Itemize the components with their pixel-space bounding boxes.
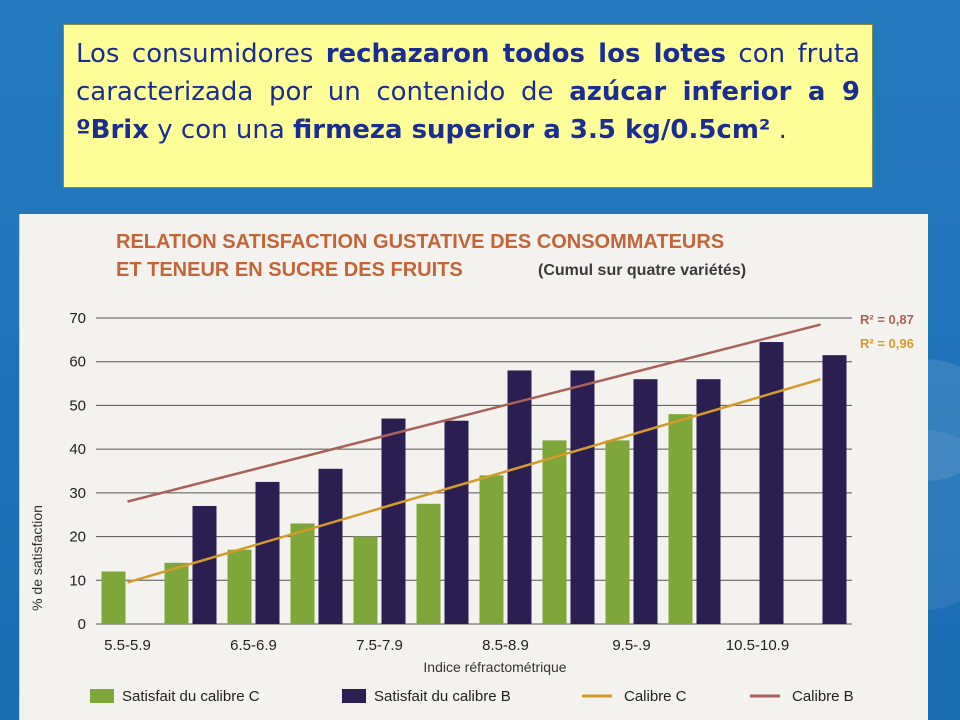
bar-b-4	[381, 418, 406, 624]
legend-label-b: Satisfait du calibre B	[374, 688, 511, 705]
bars	[101, 342, 847, 624]
bar-c-6	[479, 475, 504, 624]
bar-b-2	[255, 481, 280, 624]
y-tick-labels: 0 10 20 30 40 50 60 70	[69, 310, 86, 633]
y-tick-30: 30	[69, 485, 86, 502]
x-tick-3: 8.5-8.9	[482, 637, 529, 654]
legend: Satisfait du calibre C Satisfait du calib…	[90, 688, 854, 705]
caption-part-0: Los consumidores	[76, 39, 326, 69]
bar-b-9	[696, 379, 721, 624]
bar-c-9	[668, 414, 693, 624]
chart-title-line1: RELATION SATISFACTION GUSTATIVE DES CONS…	[116, 231, 724, 253]
bar-c-2	[227, 549, 252, 624]
caption-part-6: .	[770, 115, 787, 145]
bar-b-5	[444, 420, 469, 624]
caption-part-3: azúcar inferior a 9 ºBrix	[76, 77, 860, 145]
y-tick-40: 40	[69, 441, 86, 458]
bar-b-11	[822, 355, 847, 624]
caption-part-5: firmeza superior a 3.5 kg/0.5cm²	[293, 115, 771, 145]
bar-b-8	[633, 379, 658, 624]
legend-label-trend-b: Calibre B	[792, 688, 854, 705]
x-tick-labels: 5.5-5.9 6.5-6.9 7.5-7.9 8.5-8.9 9.5-.9 10.5-1…	[104, 637, 789, 654]
x-tick-2: 7.5-7.9	[356, 637, 403, 654]
bar-b-10	[759, 342, 784, 624]
legend-label-trend-c: Calibre C	[624, 688, 687, 705]
caption-part-1: rechazaron todos los lotes	[325, 39, 726, 69]
bar-b-6	[507, 370, 532, 624]
y-tick-10: 10	[69, 572, 86, 589]
trendlines: R² = 0,96 R² = 0,87	[127, 312, 914, 584]
bar-c-4	[353, 536, 378, 624]
chart-subtitle: (Cumul sur quatre variétés)	[538, 262, 746, 279]
y-tick-20: 20	[69, 529, 86, 546]
chart-panel: RELATION SATISFACTION GUSTATIVE DES CONS…	[19, 214, 928, 720]
bar-c-5	[416, 503, 441, 624]
bar-c-3	[290, 523, 315, 624]
trendline-b	[127, 323, 821, 503]
bar-b-7	[570, 370, 595, 624]
x-tick-1: 6.5-6.9	[230, 637, 277, 654]
bar-c-0	[101, 571, 126, 624]
y-tick-0: 0	[78, 616, 86, 633]
satisfaction-chart: RELATION SATISFACTION GUSTATIVE DES CONS…	[29, 231, 914, 705]
legend-swatch-b	[342, 689, 366, 703]
caption-part-2: con fruta caracterizada por un contenido…	[76, 39, 860, 107]
x-tick-0: 5.5-5.9	[104, 637, 151, 654]
legend-label-c: Satisfait du calibre C	[122, 688, 260, 705]
y-axis-label: % de satisfaction	[29, 505, 45, 611]
r2-label-b: R² = 0,87	[860, 312, 914, 327]
caption-part-4: y con una	[149, 115, 294, 145]
chart-title-line2: ET TENEUR EN SUCRE DES FRUITS	[116, 259, 463, 281]
grid	[96, 317, 852, 625]
bar-c-7	[542, 440, 567, 624]
legend-swatch-c	[90, 689, 114, 703]
r2-label-c: R² = 0,96	[860, 336, 914, 351]
y-tick-60: 60	[69, 354, 86, 371]
bar-c-8	[605, 440, 630, 624]
y-tick-70: 70	[69, 310, 86, 327]
caption-box: Los consumidores rechazaron todos los lo…	[63, 24, 873, 188]
bar-c-1	[164, 562, 189, 624]
x-tick-4: 9.5-.9	[612, 637, 650, 654]
bar-b-1	[192, 505, 217, 624]
y-tick-50: 50	[69, 397, 86, 414]
x-tick-5: 10.5-10.9	[726, 637, 789, 654]
trendline-c	[127, 378, 821, 584]
x-axis-label: Indice réfractométrique	[423, 659, 566, 675]
bar-b-3	[318, 468, 343, 624]
